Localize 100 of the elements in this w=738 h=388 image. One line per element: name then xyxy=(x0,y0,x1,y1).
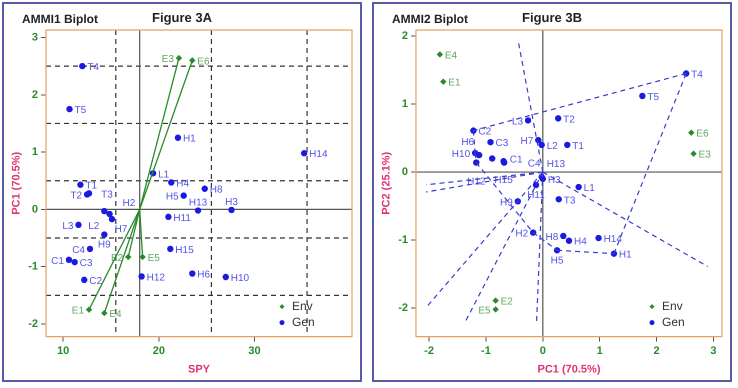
point xyxy=(174,134,182,141)
annotation: L2 xyxy=(546,140,558,152)
annotation: H2 xyxy=(122,198,136,210)
annotation: L1 xyxy=(584,183,596,194)
chart-title: Figure 3B xyxy=(522,10,582,25)
annotation: E3 xyxy=(698,150,712,161)
point xyxy=(222,274,229,280)
point xyxy=(77,182,84,188)
point xyxy=(71,258,78,266)
annotation: T3 xyxy=(564,195,576,206)
point xyxy=(81,276,88,284)
annotation: H12 xyxy=(146,272,166,284)
point xyxy=(564,142,570,148)
point xyxy=(167,246,174,252)
x-tick-label: 3 xyxy=(710,345,717,358)
annotation: T4 xyxy=(87,62,100,74)
chart-subtitle: AMMI1 Biplot xyxy=(22,12,98,26)
point xyxy=(476,152,482,158)
annotation: E5 xyxy=(148,252,160,264)
annotation: H3 xyxy=(225,196,238,208)
point xyxy=(492,306,499,313)
annotation: L2 xyxy=(88,221,100,232)
x-tick-label: 30 xyxy=(248,345,261,358)
chart-title: Figure 3A xyxy=(152,10,212,25)
annotation: H4 xyxy=(176,178,190,190)
point xyxy=(180,192,187,199)
annotation: H13 xyxy=(188,198,208,209)
annotation: T5 xyxy=(74,105,87,116)
y-tick-label: -2 xyxy=(28,318,38,330)
point xyxy=(688,129,694,136)
point xyxy=(101,231,108,238)
annotation: E2 xyxy=(500,296,514,308)
annotation: C4 xyxy=(72,244,86,256)
point xyxy=(492,297,499,304)
annotation: H6 xyxy=(197,270,211,281)
annotation: E6 xyxy=(197,56,210,68)
point xyxy=(690,150,697,157)
annotation: L1 xyxy=(158,169,170,180)
annotation: H4 xyxy=(574,236,588,248)
point xyxy=(300,150,308,156)
legend-label: Gen xyxy=(662,314,685,329)
annotation: C1 xyxy=(51,256,64,267)
annotation: H5 xyxy=(550,255,564,266)
point xyxy=(106,210,113,218)
x-axis-title: SPY xyxy=(188,363,211,376)
point xyxy=(66,256,72,264)
point xyxy=(489,155,496,162)
y-tick-label: 2 xyxy=(32,88,38,101)
x-tick-label: 10 xyxy=(57,345,70,358)
point xyxy=(168,179,174,186)
point xyxy=(639,92,646,100)
annotation: E3 xyxy=(162,54,174,66)
annotation: H6 xyxy=(461,137,475,148)
annotation: T5 xyxy=(647,92,660,103)
annotation: H10 xyxy=(230,273,250,284)
annotation: H1 xyxy=(182,134,196,145)
point xyxy=(194,207,202,214)
annotation: H13 xyxy=(546,158,566,170)
point xyxy=(487,138,494,146)
annotation: H14 xyxy=(309,149,328,160)
point xyxy=(202,186,208,192)
point xyxy=(75,222,82,228)
point xyxy=(101,208,108,214)
point xyxy=(189,270,196,277)
x-tick-label: -2 xyxy=(424,345,434,358)
y-tick-label: 0 xyxy=(32,203,38,216)
annotation: E5 xyxy=(478,305,492,316)
annotation: H5 xyxy=(166,192,180,203)
y-tick-label: 1 xyxy=(32,146,38,158)
point xyxy=(138,273,145,280)
annotation: T2 xyxy=(70,190,83,202)
annotation: C3 xyxy=(80,258,93,270)
annotation: T3 xyxy=(101,189,114,200)
annotation: E4 xyxy=(444,50,458,62)
chart-subtitle: AMMI2 Biplot xyxy=(392,12,468,26)
annotation: H3 xyxy=(548,174,562,186)
annotation: H7 xyxy=(114,224,128,235)
annotation: H2 xyxy=(515,228,529,240)
point xyxy=(79,62,86,70)
point xyxy=(165,214,172,220)
annotation: T1 xyxy=(85,180,98,192)
annotation: E1 xyxy=(72,306,84,317)
y-tick-label: 3 xyxy=(32,31,38,44)
annotation: H10 xyxy=(452,149,471,160)
x-tick-label: -1 xyxy=(481,345,491,358)
point xyxy=(86,246,94,252)
y-tick-label: -1 xyxy=(398,234,408,246)
annotation: E4 xyxy=(109,309,122,320)
x-tick-label: 0 xyxy=(540,345,546,358)
annotation: H11 xyxy=(173,212,192,224)
point xyxy=(228,206,235,214)
legend-label: Env xyxy=(662,298,683,313)
point xyxy=(554,115,562,122)
y-tick-label: -2 xyxy=(398,302,408,314)
x-tick-label: 20 xyxy=(152,345,165,358)
x-tick-label: 1 xyxy=(596,345,603,358)
x-axis-title: PC1 (70.5%) xyxy=(538,363,601,376)
annotation: L3 xyxy=(62,220,74,232)
y-axis-title: PC2 (25.1%) xyxy=(380,151,393,215)
point xyxy=(538,142,545,148)
